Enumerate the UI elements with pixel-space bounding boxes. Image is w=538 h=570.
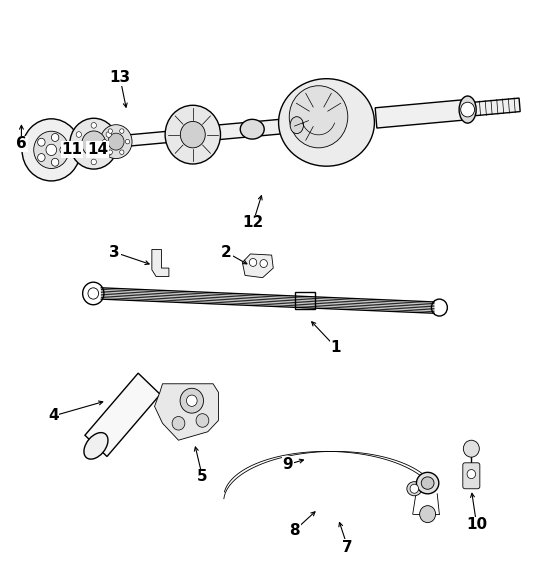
Circle shape bbox=[52, 158, 59, 166]
Circle shape bbox=[119, 129, 124, 133]
Text: 9: 9 bbox=[282, 457, 293, 472]
Circle shape bbox=[82, 131, 106, 156]
Circle shape bbox=[34, 131, 69, 169]
Text: 10: 10 bbox=[466, 518, 487, 532]
Polygon shape bbox=[375, 100, 466, 128]
Circle shape bbox=[119, 150, 124, 154]
Circle shape bbox=[108, 133, 124, 150]
Ellipse shape bbox=[84, 433, 108, 459]
Text: 4: 4 bbox=[48, 409, 59, 424]
Circle shape bbox=[196, 414, 209, 428]
Ellipse shape bbox=[421, 477, 434, 489]
Circle shape bbox=[76, 132, 81, 137]
Circle shape bbox=[410, 484, 419, 493]
Ellipse shape bbox=[290, 117, 303, 133]
Circle shape bbox=[91, 159, 96, 165]
Circle shape bbox=[70, 118, 118, 169]
Circle shape bbox=[260, 259, 267, 267]
Ellipse shape bbox=[459, 96, 476, 123]
Circle shape bbox=[46, 144, 56, 156]
FancyBboxPatch shape bbox=[463, 463, 480, 488]
Circle shape bbox=[100, 125, 132, 158]
Text: 1: 1 bbox=[330, 340, 341, 355]
Circle shape bbox=[108, 129, 112, 133]
Circle shape bbox=[180, 121, 206, 148]
Ellipse shape bbox=[416, 473, 439, 494]
Text: 8: 8 bbox=[289, 523, 300, 538]
Circle shape bbox=[108, 150, 112, 154]
Circle shape bbox=[289, 86, 348, 148]
Circle shape bbox=[461, 102, 475, 117]
Text: 3: 3 bbox=[109, 245, 120, 260]
Polygon shape bbox=[93, 131, 179, 149]
Circle shape bbox=[76, 150, 81, 156]
Circle shape bbox=[22, 119, 81, 181]
Circle shape bbox=[165, 105, 221, 164]
Polygon shape bbox=[207, 123, 248, 141]
Polygon shape bbox=[475, 98, 520, 116]
Text: 14: 14 bbox=[87, 142, 108, 157]
Polygon shape bbox=[154, 384, 218, 440]
Text: 11: 11 bbox=[61, 142, 82, 157]
Circle shape bbox=[60, 146, 67, 154]
Polygon shape bbox=[243, 254, 273, 278]
Circle shape bbox=[52, 133, 59, 141]
Circle shape bbox=[102, 140, 107, 144]
Ellipse shape bbox=[407, 482, 422, 496]
Polygon shape bbox=[85, 373, 160, 457]
Text: 7: 7 bbox=[343, 540, 353, 555]
Ellipse shape bbox=[279, 79, 374, 166]
Text: 12: 12 bbox=[243, 215, 264, 230]
Circle shape bbox=[249, 258, 257, 266]
Circle shape bbox=[91, 123, 96, 128]
Circle shape bbox=[125, 140, 130, 144]
Text: 13: 13 bbox=[109, 70, 131, 85]
Ellipse shape bbox=[240, 119, 264, 139]
Circle shape bbox=[106, 150, 111, 156]
Text: 6: 6 bbox=[16, 136, 27, 152]
Circle shape bbox=[463, 440, 479, 457]
Text: 2: 2 bbox=[221, 245, 232, 260]
Circle shape bbox=[180, 388, 203, 413]
Polygon shape bbox=[152, 250, 169, 276]
Circle shape bbox=[420, 506, 436, 523]
Circle shape bbox=[38, 153, 45, 161]
Circle shape bbox=[38, 139, 45, 146]
Polygon shape bbox=[257, 119, 287, 136]
Polygon shape bbox=[286, 115, 295, 136]
Circle shape bbox=[172, 417, 185, 430]
Circle shape bbox=[106, 132, 111, 137]
Circle shape bbox=[187, 395, 197, 406]
Circle shape bbox=[467, 470, 476, 479]
Text: 5: 5 bbox=[197, 470, 208, 484]
